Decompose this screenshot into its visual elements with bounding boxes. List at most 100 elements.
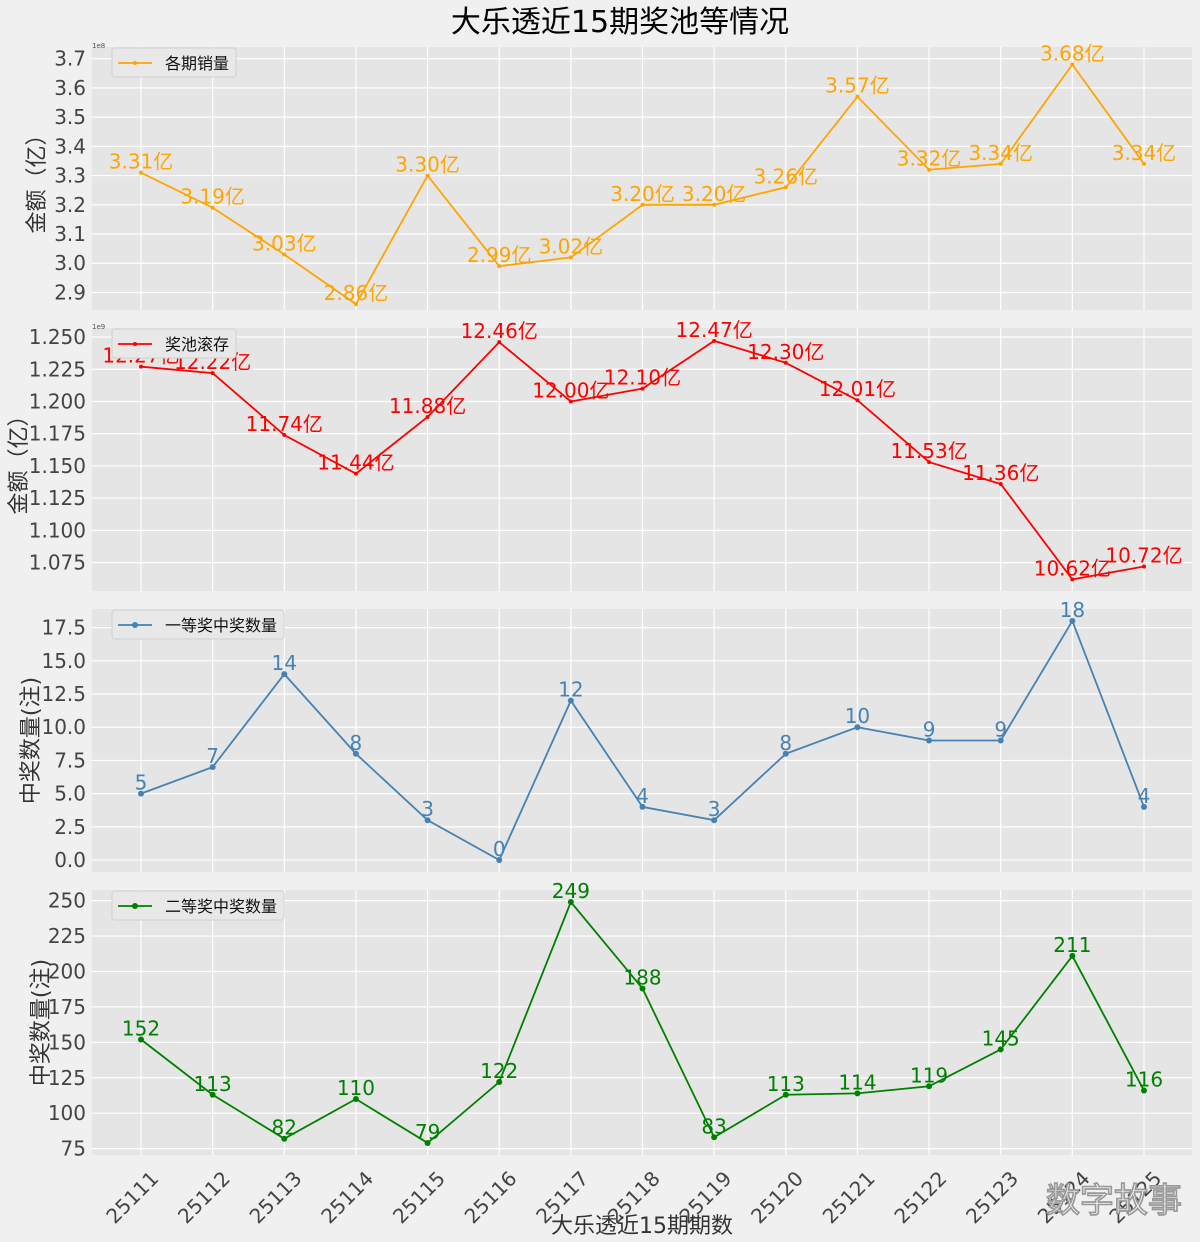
data-label: 3.30亿: [395, 153, 460, 177]
y-tick-label: 3.4: [54, 134, 86, 158]
data-label: 3.34亿: [1112, 141, 1177, 165]
data-point: [854, 1090, 861, 1097]
legend-frame: [111, 47, 237, 78]
y-tick-label: 1.075: [29, 551, 86, 575]
y-tick-label: 1.125: [29, 486, 86, 510]
y-tick-label: 125: [48, 1066, 86, 1090]
data-label: 3.20亿: [682, 182, 747, 206]
data-label: 3.57亿: [825, 74, 890, 98]
y-tick-label: 2.9: [54, 280, 86, 304]
data-point: [640, 202, 645, 207]
data-label: 12.30亿: [747, 340, 824, 364]
data-point: [353, 302, 358, 307]
data-label: 12.00亿: [532, 378, 609, 402]
legend: 二等奖中奖数量: [111, 890, 285, 921]
data-point: [496, 1079, 503, 1086]
y-tick-label: 17.5: [41, 616, 86, 640]
y-tick-label: 3.6: [54, 76, 86, 100]
data-point: [926, 1083, 933, 1090]
data-label: 119: [910, 1063, 948, 1087]
data-point: [425, 414, 430, 419]
data-label: 12.46亿: [461, 319, 538, 343]
y-tick-label: 200: [48, 959, 86, 983]
data-label: 113: [194, 1072, 232, 1096]
subplot-4: 75 100 125 150 175 200 225 250 中奖数量(注) 152 113 82 11…: [29, 879, 1192, 1161]
data-point: [567, 697, 574, 704]
y-tick-label: 250: [48, 889, 86, 913]
data-label: 0: [493, 837, 506, 861]
data-label: 11.53亿: [890, 439, 967, 463]
y-axis-label: 中奖数量(注): [29, 959, 54, 1086]
y-tick-label: 10.0: [41, 715, 86, 739]
data-point: [782, 1091, 789, 1098]
data-label: 4: [636, 784, 649, 808]
data-point: [497, 340, 502, 345]
data-point: [209, 764, 216, 771]
data-label: 3.02亿: [539, 234, 604, 258]
data-label: 11.44亿: [317, 451, 394, 475]
legend-swatch-marker: [132, 622, 138, 628]
subplot-3: 0.0 2.5 5.0 7.5 10.0 12.5 15.0 17.5 中奖数量(注) 5 7 14 8…: [19, 598, 1192, 872]
data-label: 18: [1060, 598, 1085, 622]
data-point: [639, 803, 646, 810]
data-label: 10: [845, 704, 870, 728]
data-label: 7: [206, 744, 219, 768]
y-tick-label: 1.250: [29, 325, 86, 349]
legend-frame: [111, 609, 285, 640]
figure-title: 大乐透近15期奖池等情况: [451, 5, 789, 40]
data-label: 11.36亿: [962, 461, 1039, 485]
y-tick-label: 7.5: [54, 748, 86, 772]
data-label: 5: [135, 771, 148, 795]
data-label: 249: [552, 879, 590, 903]
data-point: [927, 460, 932, 465]
data-point: [783, 360, 788, 365]
subplot-1: 2.9 3.0 3.1 3.2 3.3 3.4 3.5 3.6 3.7 1e8 金额（亿） 3.31亿…: [25, 42, 1192, 310]
data-point: [568, 399, 573, 404]
data-point: [1069, 952, 1076, 959]
data-point: [352, 1096, 359, 1103]
y-tick-label: 3.0: [54, 251, 86, 275]
data-point: [425, 173, 430, 178]
data-label: 3.31亿: [109, 150, 174, 174]
y-tick-label: 3.5: [54, 105, 86, 129]
data-point: [210, 371, 215, 376]
data-point: [998, 161, 1003, 166]
data-point: [282, 433, 287, 438]
data-label: 12.01亿: [819, 377, 896, 401]
data-label: 9: [994, 718, 1007, 742]
subplots: 2.9 3.0 3.1 3.2 3.3 3.4 3.5 3.6 3.7 1e8 金额（亿） 3.31亿…: [7, 42, 1192, 1161]
y-tick-label: 75: [61, 1137, 86, 1161]
data-label: 83: [701, 1114, 726, 1138]
data-point: [927, 167, 932, 172]
data-point: [568, 255, 573, 260]
data-label: 2.99亿: [467, 243, 532, 267]
legend-label: 各期销量: [165, 54, 229, 73]
legend-label: 二等奖中奖数量: [165, 897, 277, 916]
legend-frame: [111, 328, 237, 359]
y-tick-label: 1.200: [29, 389, 86, 413]
data-point: [138, 790, 144, 797]
data-label: 10.62亿: [1034, 556, 1111, 580]
data-label: 14: [272, 651, 297, 675]
data-label: 4: [1138, 784, 1151, 808]
data-label: 3.26亿: [754, 164, 819, 188]
y-tick-label: 12.5: [41, 682, 86, 706]
y-tick-label: 150: [48, 1030, 86, 1054]
y-tick-label: 2.5: [54, 815, 86, 839]
y-axis-label: 金额（亿）: [7, 404, 32, 514]
data-point: [1142, 564, 1146, 569]
data-point: [712, 338, 717, 343]
data-point: [424, 817, 431, 824]
data-point: [855, 94, 860, 99]
data-point: [139, 364, 143, 369]
legend-frame: [111, 890, 285, 921]
data-point: [353, 471, 358, 476]
data-label: 3: [421, 797, 434, 821]
y-tick-label: 225: [48, 924, 86, 948]
y-tick-label: 3.1: [54, 222, 86, 246]
legend: 一等奖中奖数量: [111, 609, 285, 640]
data-point: [783, 185, 788, 190]
data-label: 116: [1125, 1068, 1163, 1092]
data-point: [1141, 1087, 1147, 1094]
data-label: 145: [982, 1026, 1020, 1050]
